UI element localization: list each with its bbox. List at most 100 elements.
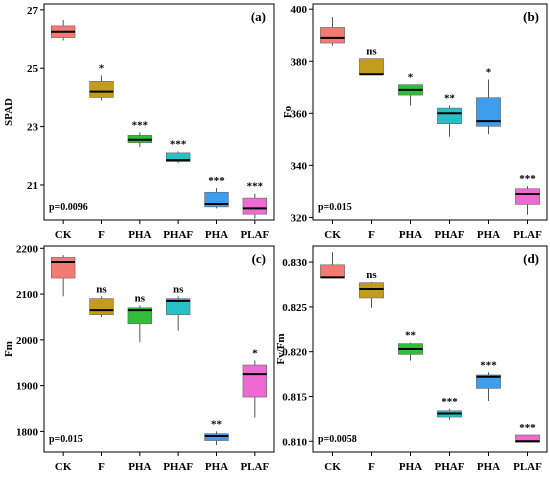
- box-1: CK: [50, 20, 76, 241]
- box-5: PHA ***: [476, 359, 501, 473]
- y-tick-label: 0.830: [282, 257, 307, 269]
- box-body: [320, 264, 345, 278]
- box-4: PHAF ***: [435, 396, 465, 473]
- category-label: CK: [55, 461, 72, 473]
- y-tick-label: 2100: [16, 289, 39, 301]
- box-body: [89, 298, 114, 315]
- box-5: PHA ***: [204, 175, 229, 241]
- box-body: [89, 81, 114, 98]
- category-label: CK: [55, 229, 72, 241]
- significance-label: ***: [208, 175, 225, 187]
- category-label: PHA: [205, 229, 228, 241]
- y-axis-label: Fv/Fm: [275, 333, 287, 364]
- y-tick-label: 2000: [16, 335, 39, 347]
- y-tick-label: 21: [27, 180, 38, 192]
- significance-label: ***: [441, 396, 458, 408]
- box-1: CK: [320, 252, 345, 473]
- y-tick-label: 360: [291, 108, 308, 120]
- significance-label: *: [99, 63, 105, 75]
- significance-label: ***: [132, 119, 149, 131]
- category-label: PHA: [477, 229, 500, 241]
- y-axis-label: Fm: [3, 341, 15, 357]
- box-3: PHA ns: [127, 293, 153, 473]
- category-label: F: [98, 229, 105, 241]
- category-label: PLAF: [513, 461, 542, 473]
- p-value-label: p=0.015: [49, 434, 83, 445]
- box-body: [437, 107, 462, 125]
- significance-label: *: [252, 347, 258, 359]
- box-body: [165, 298, 191, 315]
- y-tick-label: 23: [27, 122, 39, 134]
- box-body: [242, 364, 268, 398]
- box-body: [320, 27, 345, 44]
- y-tick-label: 0.820: [282, 347, 307, 359]
- box-6: PLAF *: [240, 347, 269, 473]
- y-tick-label: 27: [27, 5, 39, 17]
- significance-label: ns: [96, 283, 107, 295]
- panel-label: (b): [523, 9, 539, 24]
- category-label: PHA: [477, 461, 500, 473]
- box-body: [359, 58, 384, 75]
- box-4: PHAF ns: [163, 283, 193, 473]
- significance-label: ns: [135, 293, 146, 305]
- category-label: PLAF: [240, 461, 269, 473]
- category-label: PHA: [399, 461, 422, 473]
- category-label: PHAF: [435, 461, 465, 473]
- p-value-label: p=0.0058: [318, 434, 357, 445]
- significance-label: *: [486, 66, 492, 78]
- box-body: [204, 433, 229, 441]
- significance-label: **: [405, 330, 417, 342]
- box-5: PHA **: [204, 418, 229, 473]
- box-1: CK: [320, 17, 345, 241]
- p-value-label: p=0.015: [318, 202, 352, 213]
- category-label: PHAF: [163, 229, 193, 241]
- category-label: F: [98, 461, 105, 473]
- significance-label: ***: [247, 181, 264, 193]
- y-tick-label: 320: [291, 212, 308, 224]
- significance-label: **: [444, 92, 456, 104]
- panel-label: (c): [252, 251, 266, 266]
- y-tick-label: 1900: [16, 381, 39, 393]
- significance-label: ns: [366, 269, 377, 281]
- box-3: PHA *: [398, 72, 423, 241]
- box-body: [50, 257, 76, 279]
- significance-label: ***: [519, 173, 536, 185]
- box-4: PHAF **: [435, 92, 465, 241]
- y-tick-label: 0.810: [282, 436, 307, 448]
- panel-d: 0.810 0.815 0.820 0.825 0.830 Fv/Fm (d) p=0.005…: [275, 245, 548, 473]
- box-body: [359, 282, 384, 299]
- category-label: F: [368, 229, 375, 241]
- box-body: [242, 197, 268, 215]
- significance-label: ns: [366, 46, 377, 58]
- category-label: CK: [324, 461, 341, 473]
- y-axis-label: Fo: [282, 105, 294, 118]
- category-label: CK: [324, 229, 341, 241]
- box-body: [165, 152, 191, 162]
- category-label: PHAF: [163, 461, 193, 473]
- box-6: PLAF ***: [513, 422, 542, 473]
- y-tick-label: 380: [291, 56, 308, 68]
- box-4: PHAF ***: [163, 138, 193, 241]
- box-6: PLAF ***: [513, 173, 542, 241]
- box-6: PLAF ***: [240, 181, 269, 241]
- p-value-label: p=0.0096: [49, 202, 88, 213]
- significance-label: ***: [480, 359, 497, 371]
- panel-label: (a): [251, 9, 266, 24]
- y-tick-label: 340: [291, 160, 308, 172]
- category-label: PHA: [205, 461, 228, 473]
- box-body: [127, 307, 153, 325]
- category-label: PHA: [128, 229, 151, 241]
- box-2: Fns: [89, 283, 114, 473]
- panel-label: (d): [523, 251, 539, 266]
- significance-label: *: [408, 72, 414, 84]
- category-label: PHAF: [435, 229, 465, 241]
- category-label: F: [368, 461, 375, 473]
- box-1: CK: [50, 255, 76, 473]
- box-3: PHA ***: [127, 119, 153, 241]
- y-tick-label: 25: [27, 63, 39, 75]
- significance-label: ***: [519, 422, 536, 434]
- plot-frame: [43, 3, 275, 221]
